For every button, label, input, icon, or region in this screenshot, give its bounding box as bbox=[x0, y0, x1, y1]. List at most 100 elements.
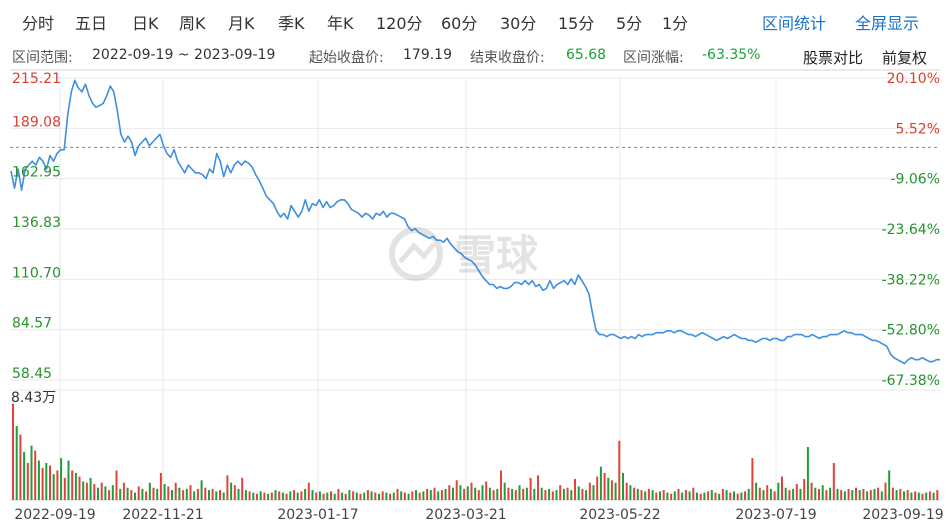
volume-bar bbox=[529, 477, 532, 500]
tab-6[interactable]: 年K bbox=[327, 14, 354, 33]
volume-bar bbox=[485, 481, 488, 500]
volume-bar bbox=[429, 490, 432, 500]
volume-bar bbox=[659, 491, 661, 500]
volume-bar bbox=[677, 488, 680, 500]
volume-bar bbox=[89, 477, 92, 500]
volume-bar bbox=[559, 485, 562, 500]
volume-bar bbox=[52, 474, 55, 500]
volume-bar bbox=[440, 490, 443, 500]
volume-bar bbox=[82, 481, 85, 500]
volume-bar bbox=[115, 470, 118, 500]
fullscreen-button[interactable]: 全屏显示 bbox=[855, 14, 920, 33]
volume-bar bbox=[655, 492, 658, 500]
volume-bar bbox=[230, 482, 233, 500]
volume-bar bbox=[156, 488, 159, 500]
volume-bar bbox=[636, 488, 639, 500]
volume-bar bbox=[821, 485, 824, 500]
volume-bar bbox=[307, 482, 310, 500]
volume-bar bbox=[289, 491, 292, 500]
volume-bar bbox=[699, 493, 702, 500]
volume-bar bbox=[928, 491, 931, 500]
volume-bar bbox=[585, 490, 588, 500]
volume-bar bbox=[795, 484, 798, 500]
volume-bar bbox=[285, 493, 288, 500]
tab-7[interactable]: 120分 bbox=[376, 14, 423, 33]
tab-0[interactable]: 分时 bbox=[22, 14, 55, 33]
tab-4[interactable]: 月K bbox=[228, 14, 255, 33]
volume-bar bbox=[847, 488, 850, 500]
volume-bar bbox=[858, 490, 861, 500]
percent-axis-label: -38.22% bbox=[882, 272, 940, 288]
volume-bar bbox=[914, 491, 917, 500]
tab-9[interactable]: 30分 bbox=[500, 14, 537, 33]
volume-bar bbox=[189, 485, 192, 500]
volume-bar bbox=[452, 487, 454, 500]
volume-bar bbox=[829, 487, 832, 500]
price-axis-label: 215.21 bbox=[12, 71, 61, 87]
volume-bar bbox=[200, 480, 203, 500]
volume-bar bbox=[721, 488, 724, 500]
volume-bar bbox=[433, 487, 436, 500]
volume-bar bbox=[196, 488, 199, 500]
volume-bar bbox=[322, 493, 325, 500]
volume-bar bbox=[422, 491, 425, 500]
volume-bar bbox=[281, 492, 284, 500]
volume-bar bbox=[707, 491, 710, 500]
price-axis-label: 136.83 bbox=[12, 215, 61, 231]
volume-bar bbox=[426, 488, 429, 500]
tab-2[interactable]: 日K bbox=[132, 14, 159, 33]
volume-bar bbox=[304, 488, 307, 500]
volume-bar bbox=[781, 476, 783, 500]
volume-bar bbox=[522, 488, 525, 500]
volume-bar bbox=[374, 492, 377, 500]
volume-bar bbox=[577, 486, 580, 500]
volume-bar bbox=[19, 434, 22, 500]
end-price-value: 65.68 bbox=[566, 47, 607, 63]
date-axis-label: 2022-11-21 bbox=[122, 507, 203, 523]
volume-bar bbox=[26, 463, 29, 500]
volume-bar bbox=[49, 465, 51, 500]
volume-bar bbox=[352, 491, 355, 500]
volume-bar bbox=[758, 487, 761, 500]
range-value: 2022-09-19 ~ 2023-09-19 bbox=[92, 47, 276, 63]
stock-compare-button[interactable]: 股票对比 bbox=[803, 49, 864, 67]
volume-bar bbox=[496, 488, 499, 500]
volume-bar bbox=[466, 486, 469, 500]
volume-bar bbox=[389, 493, 392, 500]
volume-bar bbox=[67, 460, 70, 500]
tab-12[interactable]: 1分 bbox=[662, 14, 689, 33]
volume-bar bbox=[270, 492, 273, 500]
volume-bar bbox=[34, 450, 37, 500]
volume-bar bbox=[278, 491, 281, 500]
price-axis-label: 162.95 bbox=[12, 165, 61, 181]
adjust-mode-button[interactable]: 前复权 bbox=[882, 49, 928, 67]
volume-bar bbox=[23, 451, 26, 500]
price-axis-label: 110.70 bbox=[12, 265, 61, 281]
volume-bar bbox=[37, 460, 40, 500]
volume-bar bbox=[566, 487, 569, 500]
volume-bar bbox=[525, 487, 528, 500]
volume-bar bbox=[592, 485, 595, 500]
volume-bar bbox=[134, 492, 136, 500]
tab-3[interactable]: 周K bbox=[179, 14, 206, 33]
volume-bar bbox=[378, 493, 380, 500]
volume-bar bbox=[185, 488, 188, 500]
volume-bar bbox=[318, 491, 321, 500]
tab-11[interactable]: 5分 bbox=[616, 14, 643, 33]
range-stats-button[interactable]: 区间统计 bbox=[762, 14, 827, 33]
tab-5[interactable]: 季K bbox=[278, 14, 305, 33]
tab-1[interactable]: 五日 bbox=[75, 14, 108, 33]
tab-10[interactable]: 15分 bbox=[558, 14, 595, 33]
volume-bar bbox=[274, 490, 277, 500]
volume-bar bbox=[603, 472, 606, 500]
watermark: 雪球 bbox=[389, 227, 539, 281]
volume-bar bbox=[862, 488, 865, 500]
volume-bar bbox=[437, 491, 440, 500]
volume-bar bbox=[877, 487, 880, 500]
volume-bar bbox=[936, 490, 939, 500]
percent-axis-label: 5.52% bbox=[896, 121, 940, 137]
volume-bar bbox=[507, 487, 510, 500]
tab-8[interactable]: 60分 bbox=[441, 14, 478, 33]
volume-bar bbox=[562, 488, 565, 500]
percent-axis-label: -23.64% bbox=[882, 222, 940, 238]
